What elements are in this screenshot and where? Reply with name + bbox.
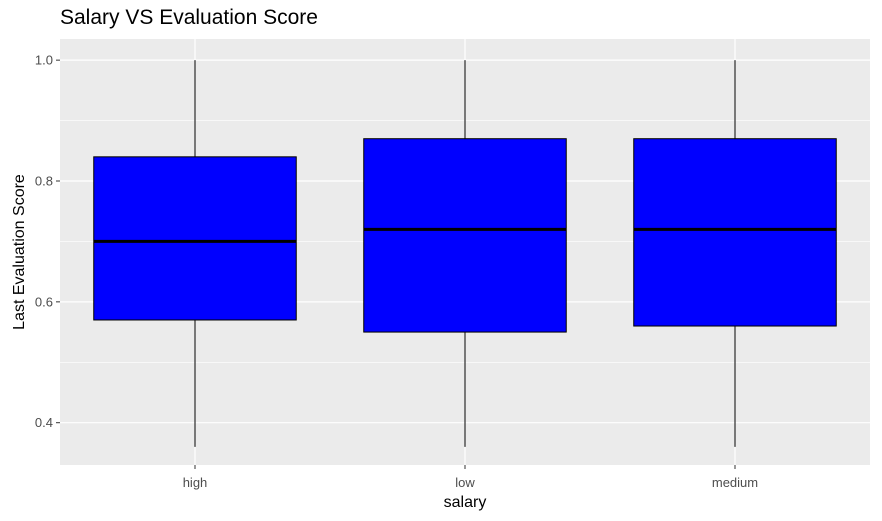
box-medium	[633, 60, 837, 447]
box-iqr	[633, 138, 837, 327]
box-high	[93, 60, 297, 447]
chart-title: Salary VS Evaluation Score	[60, 6, 318, 29]
box-low	[363, 60, 567, 447]
x-axis: high low medium	[183, 465, 758, 490]
y-tick-label: 1.0	[35, 53, 53, 68]
x-tick-label: low	[455, 475, 475, 490]
y-axis-label: Last Evaluation Score	[11, 174, 28, 330]
y-tick-label: 0.8	[35, 174, 53, 189]
y-axis: 0.4 0.6 0.8 1.0	[35, 53, 60, 430]
box-series	[93, 60, 837, 447]
y-tick-label: 0.4	[35, 415, 53, 430]
x-axis-label: salary	[444, 494, 487, 511]
box-iqr	[363, 138, 567, 333]
x-tick-label: medium	[712, 475, 758, 490]
y-tick-label: 0.6	[35, 294, 53, 309]
box-iqr	[93, 156, 297, 321]
x-tick-label: high	[183, 475, 208, 490]
